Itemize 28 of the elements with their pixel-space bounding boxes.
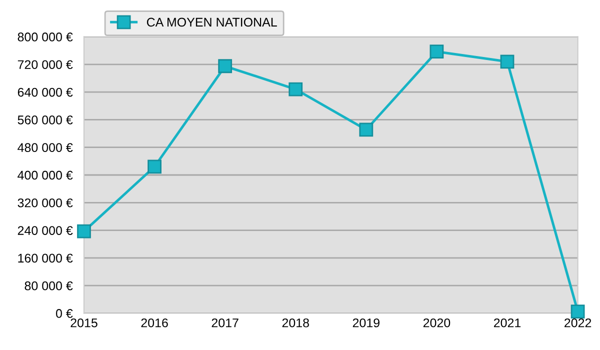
point bbox=[500, 54, 514, 69]
y-tick-label: 640 000 € bbox=[18, 88, 73, 97]
y-tick-label: 560 000 € bbox=[18, 116, 73, 124]
y-tick-label: 240 000 € bbox=[18, 226, 73, 235]
y-tick-label: 160 000 € bbox=[18, 254, 73, 263]
point bbox=[430, 44, 444, 59]
x-tick-label: 2017 bbox=[212, 318, 238, 328]
point bbox=[77, 224, 91, 238]
point bbox=[148, 160, 162, 174]
y-tick-label: 480 000 € bbox=[18, 143, 73, 152]
legend-label: CA MOYEN NATIONAL bbox=[146, 18, 277, 27]
x-tick-label: 2021 bbox=[494, 318, 521, 328]
point bbox=[218, 59, 232, 74]
x-tick-label: 2019 bbox=[352, 318, 380, 328]
point bbox=[288, 82, 303, 96]
point bbox=[570, 304, 585, 318]
x-tick-label: 2016 bbox=[141, 318, 168, 328]
x-tick-label: 2018 bbox=[282, 318, 309, 328]
y-tick-label: 320 000 € bbox=[18, 198, 73, 208]
y-tick-label: 720 000 € bbox=[18, 60, 73, 70]
y-tick-label: 0 € bbox=[56, 309, 73, 318]
point bbox=[359, 122, 374, 137]
x-tick-label: 2015 bbox=[70, 318, 98, 328]
y-tick-label: 80 000 € bbox=[24, 281, 73, 290]
x-tick-label: 2022 bbox=[564, 318, 592, 328]
y-tick-label: 400 000 € bbox=[18, 170, 73, 180]
y-tick-label: 800 000 € bbox=[18, 32, 73, 42]
x-tick-label: 2020 bbox=[423, 318, 450, 328]
